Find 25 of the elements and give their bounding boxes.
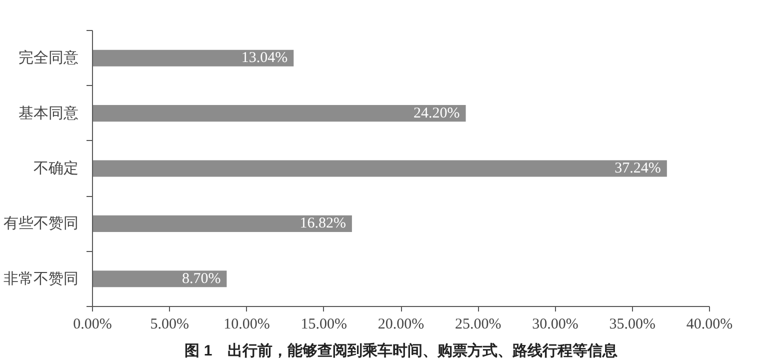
- x-tick-label: 30.00%: [532, 316, 578, 332]
- data-label: 8.70%: [182, 270, 221, 287]
- bar: [92, 270, 227, 288]
- data-label: 24.20%: [414, 105, 460, 122]
- bar: [92, 160, 667, 177]
- bar: [92, 50, 294, 66]
- text: 图 1 出行前，能够查阅到乘车时间、购票方式、路线行程等信息: [184, 342, 618, 360]
- x-tick-label: 35.00%: [609, 316, 656, 332]
- data-label: 13.04%: [241, 50, 288, 66]
- x-tick-label: 5.00%: [150, 316, 189, 332]
- bar: [92, 215, 352, 232]
- x-tick-label: 20.00%: [378, 316, 424, 332]
- y-tick-label: 完全同意: [18, 50, 78, 67]
- x-tick-label: 40.00%: [686, 316, 733, 332]
- bar: [92, 105, 466, 122]
- x-tick-label: 10.00%: [224, 316, 270, 332]
- x-tick-label: 25.00%: [455, 316, 502, 332]
- y-tick-label: 不确定: [34, 160, 78, 177]
- data-label: 37.24%: [614, 160, 661, 176]
- y-tick-label: 基本同意: [18, 104, 78, 122]
- y-tick-label: 有些不赞同: [4, 215, 78, 232]
- x-tick-label: 0.00%: [73, 316, 112, 332]
- y-tick-label: 非常不赞同: [4, 270, 78, 288]
- data-label: 16.82%: [300, 216, 346, 232]
- x-tick-label: 15.00%: [300, 316, 347, 332]
